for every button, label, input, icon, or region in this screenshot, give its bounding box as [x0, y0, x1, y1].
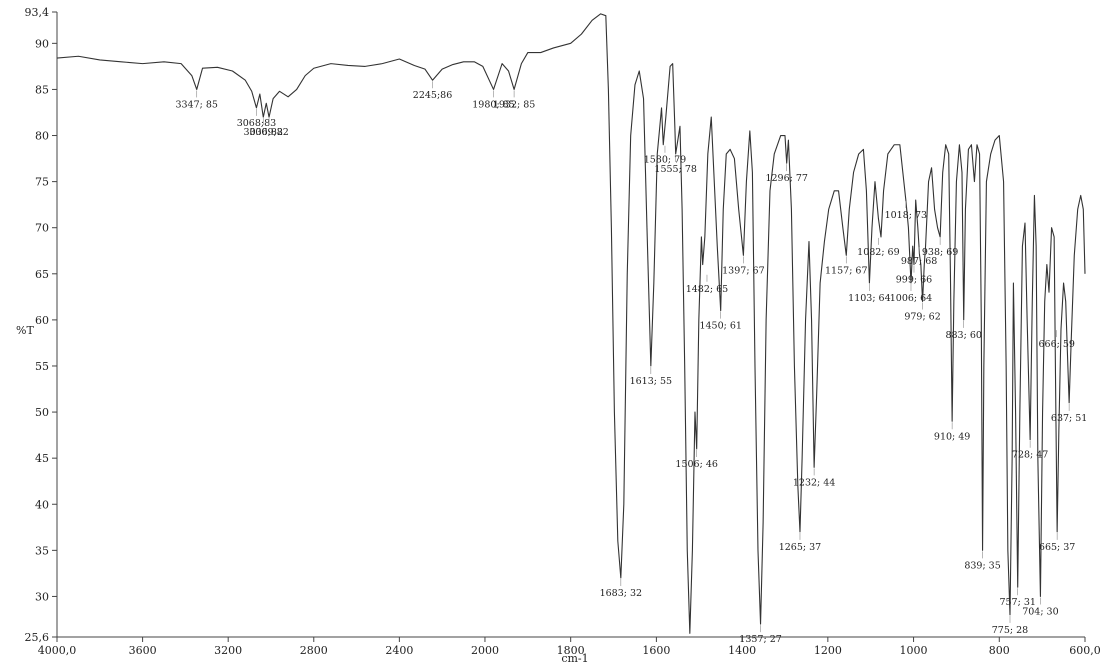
- x-tick-label: 2000: [471, 644, 499, 657]
- peak-label: 1157; 67: [825, 265, 868, 276]
- x-tick-label: 2800: [300, 644, 328, 657]
- x-tick-label: 600,0: [1069, 644, 1101, 657]
- y-axis-ticks: 93,4 90 85 80 75 70 65 60 55 50 45 40 35 30 25,6: [25, 6, 57, 644]
- y-tick-label: 75: [35, 176, 49, 189]
- x-axis-ticks: 4000,0 3600 3200 2800 2400 2000 1800 1600 1400 12…: [38, 637, 1101, 657]
- peak-label: 3347; 85: [175, 99, 218, 110]
- y-tick-label: 30: [35, 590, 49, 603]
- x-tick-label: 3600: [129, 644, 157, 657]
- peak-label: 1006; 64: [890, 293, 933, 304]
- y-tick-label: 55: [35, 360, 49, 373]
- peak-label: 775; 28: [992, 625, 1028, 636]
- peak-label: 1397; 67: [722, 265, 765, 276]
- x-axis-title: cm-1: [561, 652, 588, 665]
- spectrum-series-line: [56, 13, 1086, 634]
- x-tick-label: 1000: [900, 644, 928, 657]
- x-tick-label: 1600: [642, 644, 670, 657]
- peak-label: 1683; 32: [600, 588, 643, 599]
- peak-label: 1506; 46: [675, 459, 718, 470]
- y-tick-label: 50: [35, 406, 49, 419]
- peak-label: 1580; 79: [644, 155, 687, 166]
- peak-label: 1980; 85: [472, 99, 515, 110]
- peak-label: 637; 51: [1051, 413, 1087, 424]
- peak-label: 757; 31: [999, 597, 1035, 608]
- peak-label: 1232; 44: [793, 477, 836, 488]
- y-tick-label: 65: [35, 268, 49, 281]
- x-tick-label: 4000,0: [38, 644, 77, 657]
- y-tick-label: 90: [35, 37, 49, 50]
- y-axis-title: %T: [16, 324, 34, 337]
- peak-label: 704; 30: [1022, 606, 1058, 617]
- plot-area: 93,4 90 85 80 75 70 65 60 55 50 45 40 35 30 25,6 4000,…: [25, 6, 1101, 657]
- peak-label: 665; 37: [1039, 542, 1075, 553]
- y-tick-label: 40: [35, 498, 49, 511]
- x-tick-label: 1800: [557, 644, 585, 657]
- y-tick-label: 60: [35, 314, 49, 327]
- peak-label: 1082; 69: [857, 247, 900, 258]
- peak-label: 938; 69: [922, 247, 958, 258]
- x-tick-label: 1400: [728, 644, 756, 657]
- y-tick-label: 93,4: [25, 6, 50, 19]
- peak-label: 1265; 37: [779, 542, 822, 553]
- y-tick-label: 80: [35, 130, 49, 143]
- peak-label: 1450; 61: [699, 321, 742, 332]
- peak-label: 3036;82: [244, 127, 283, 138]
- x-tick-label: 800: [989, 644, 1010, 657]
- peak-label: 666; 59: [1038, 339, 1074, 350]
- peak-label: 839; 35: [964, 560, 1000, 571]
- series-layer: [56, 13, 1086, 634]
- peak-label: 1296; 77: [765, 173, 808, 184]
- y-tick-label: 35: [35, 544, 49, 557]
- peak-label: 3009;82: [249, 127, 288, 138]
- x-tick-label: 2400: [385, 644, 413, 657]
- peak-label: 1103; 64: [848, 293, 891, 304]
- peak-label: 979; 62: [904, 311, 940, 322]
- peak-label: 1482; 65: [686, 284, 729, 295]
- peak-label: 999; 66: [896, 275, 932, 286]
- y-tick-label: 70: [35, 222, 49, 235]
- x-tick-label: 1200: [814, 644, 842, 657]
- peak-label: 1018; 73: [885, 210, 928, 221]
- peak-label: 1932; 85: [493, 99, 536, 110]
- peak-label: 1555; 78: [654, 164, 697, 175]
- peak-label: 987; 68: [901, 256, 937, 267]
- peak-label: 910; 49: [934, 431, 970, 442]
- peak-label: 2245;86: [413, 90, 452, 101]
- peak-label: 1357; 27: [739, 634, 782, 645]
- x-tick-label: 3200: [214, 644, 242, 657]
- y-tick-label: 45: [35, 452, 49, 465]
- peak-label: 1613; 55: [630, 376, 673, 387]
- y-tick-label: 25,6: [25, 631, 50, 644]
- peak-label: 3068;83: [237, 118, 276, 129]
- y-tick-label: 85: [35, 83, 49, 96]
- peak-label: 728; 47: [1012, 450, 1048, 461]
- peak-label: 883; 60: [945, 330, 981, 341]
